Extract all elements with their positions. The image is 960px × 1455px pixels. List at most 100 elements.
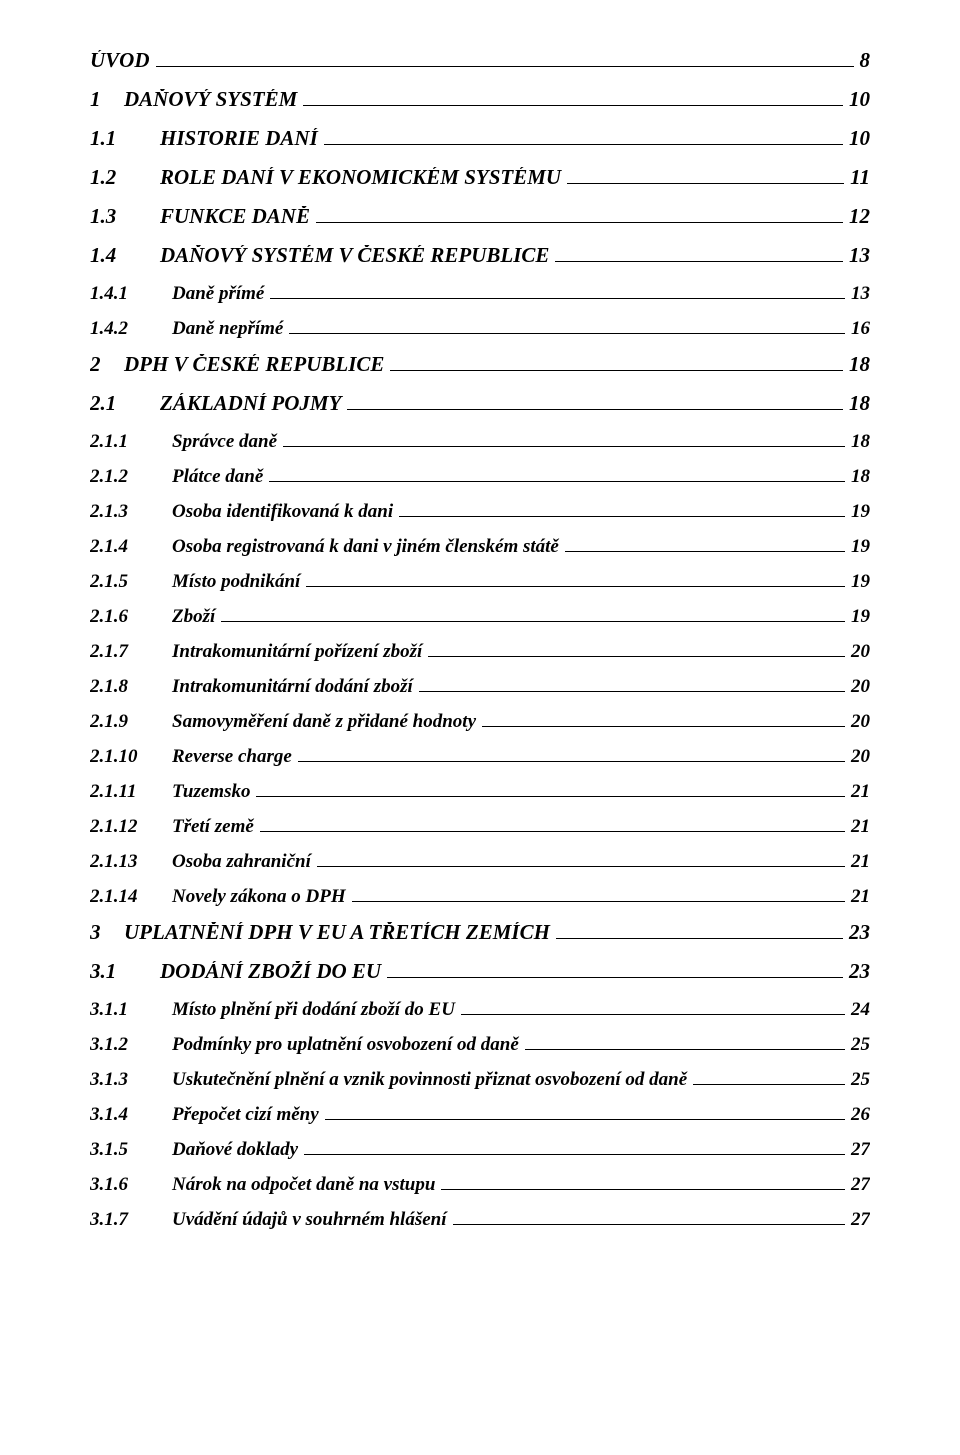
toc-number: 2.1.4 (90, 537, 172, 556)
toc-title: UPLATNĚNÍ DPH V EU A TŘETÍCH ZEMÍCH (124, 922, 550, 943)
toc-title: Reverse charge (172, 747, 292, 766)
toc-row: 1.4.1Daně přímé13 (90, 284, 870, 303)
toc-number: 3 (90, 922, 124, 943)
toc-row: 2.1.9Samovyměření daně z přidané hodnoty… (90, 712, 870, 731)
toc-title: ÚVOD (90, 50, 150, 71)
toc-number: 2.1.6 (90, 607, 172, 626)
toc-title: Daňové doklady (172, 1140, 298, 1159)
toc-leader (298, 761, 845, 762)
toc-row: 1.1HISTORIE DANÍ10 (90, 128, 870, 149)
toc-leader (347, 409, 843, 410)
toc-number: 1.4 (90, 245, 160, 266)
toc-row: 3.1.1Místo plnění při dodání zboží do EU… (90, 1000, 870, 1019)
toc-number: 1.4.1 (90, 284, 172, 303)
toc-row: 2.1.13Osoba zahraniční 21 (90, 852, 870, 871)
toc-row: 2.1.8Intrakomunitární dodání zboží20 (90, 677, 870, 696)
toc-number: 2.1.10 (90, 747, 172, 766)
toc-title: DAŇOVÝ SYSTÉM V ČESKÉ REPUBLICE (160, 245, 549, 266)
toc-row: 2DPH V ČESKÉ REPUBLICE18 (90, 354, 870, 375)
toc-leader (270, 298, 845, 299)
toc-page: 26 (851, 1105, 870, 1124)
toc-leader (441, 1189, 845, 1190)
toc-page: 18 (851, 467, 870, 486)
toc-leader (387, 977, 843, 978)
toc-number: 1.2 (90, 167, 160, 188)
toc-title: Místo plnění při dodání zboží do EU (172, 1000, 455, 1019)
toc-leader (565, 551, 845, 552)
toc-page: 20 (851, 712, 870, 731)
toc-page: 27 (851, 1210, 870, 1229)
toc-row: 3UPLATNĚNÍ DPH V EU A TŘETÍCH ZEMÍCH 23 (90, 922, 870, 943)
toc-page: 21 (851, 852, 870, 871)
toc-leader (693, 1084, 845, 1085)
toc-title: Daně nepřímé (172, 319, 283, 338)
toc-number: 3.1.6 (90, 1175, 172, 1194)
toc-leader (289, 333, 845, 334)
toc-page: 12 (849, 206, 870, 227)
toc-row: 2.1.6Zboží 19 (90, 607, 870, 626)
toc-row: 2.1.14Novely zákona o DPH21 (90, 887, 870, 906)
toc-leader (461, 1014, 845, 1015)
toc-number: 2.1.2 (90, 467, 172, 486)
toc-number: 1.4.2 (90, 319, 172, 338)
toc-title: DAŇOVÝ SYSTÉM (124, 89, 297, 110)
toc-title: Zboží (172, 607, 215, 626)
toc-page: 19 (851, 537, 870, 556)
toc-title: Podmínky pro uplatnění osvobození od dan… (172, 1035, 519, 1054)
toc-title: Třetí země (172, 817, 254, 836)
toc-title: Uskutečnění plnění a vznik povinnosti př… (172, 1070, 687, 1089)
toc-leader (453, 1224, 846, 1225)
toc-number: 2 (90, 354, 124, 375)
toc-number: 3.1.3 (90, 1070, 172, 1089)
toc-row: 2.1.7Intrakomunitární pořízení zboží 20 (90, 642, 870, 661)
toc-number: 3.1.7 (90, 1210, 172, 1229)
toc-leader (390, 370, 843, 371)
toc-leader (316, 222, 843, 223)
toc-title: Správce daně (172, 432, 277, 451)
toc-title: ZÁKLADNÍ POJMY (160, 393, 341, 414)
toc-number: 2.1.13 (90, 852, 172, 871)
toc-page: 18 (849, 354, 870, 375)
toc-leader (156, 66, 854, 67)
toc-number: 1.3 (90, 206, 160, 227)
toc-page: 23 (849, 922, 870, 943)
toc-title: Osoba zahraniční (172, 852, 311, 871)
toc-row: 3.1DODÁNÍ ZBOŽÍ DO EU23 (90, 961, 870, 982)
toc-number: 2.1 (90, 393, 160, 414)
toc-row: 2.1.10Reverse charge20 (90, 747, 870, 766)
toc-row: 3.1.7Uvádění údajů v souhrném hlášení27 (90, 1210, 870, 1229)
toc-number: 2.1.9 (90, 712, 172, 731)
toc-leader (399, 516, 845, 517)
toc-title: HISTORIE DANÍ (160, 128, 318, 149)
toc-title: Intrakomunitární pořízení zboží (172, 642, 422, 661)
toc-title: ROLE DANÍ V EKONOMICKÉM SYSTÉMU (160, 167, 561, 188)
toc-title: Tuzemsko (172, 782, 250, 801)
toc-row: 3.1.4Přepočet cizí měny26 (90, 1105, 870, 1124)
toc-row: 2.1ZÁKLADNÍ POJMY18 (90, 393, 870, 414)
toc-page: 25 (851, 1070, 870, 1089)
toc-row: 1.2ROLE DANÍ V EKONOMICKÉM SYSTÉMU11 (90, 167, 870, 188)
toc-row: ÚVOD 8 (90, 50, 870, 71)
toc-page: 20 (851, 642, 870, 661)
toc-row: 3.1.2Podmínky pro uplatnění osvobození o… (90, 1035, 870, 1054)
toc-number: 2.1.1 (90, 432, 172, 451)
toc-number: 2.1.11 (90, 782, 172, 801)
toc-leader (428, 656, 845, 657)
toc-number: 2.1.7 (90, 642, 172, 661)
toc-title: Samovyměření daně z přidané hodnoty (172, 712, 476, 731)
toc-page: 8 (860, 50, 871, 71)
toc-number: 2.1.8 (90, 677, 172, 696)
toc-row: 2.1.12Třetí země21 (90, 817, 870, 836)
toc-row: 2.1.1Správce daně18 (90, 432, 870, 451)
toc-page: 27 (851, 1175, 870, 1194)
toc-page: 27 (851, 1140, 870, 1159)
toc-page: 19 (851, 572, 870, 591)
toc-number: 3.1 (90, 961, 160, 982)
toc-row: 2.1.2Plátce daně18 (90, 467, 870, 486)
toc-number: 2.1.14 (90, 887, 172, 906)
toc-leader (269, 481, 845, 482)
toc-page: 19 (851, 502, 870, 521)
toc-page: 19 (851, 607, 870, 626)
toc-row: 1DAŇOVÝ SYSTÉM10 (90, 89, 870, 110)
toc-title: Nárok na odpočet daně na vstupu (172, 1175, 435, 1194)
